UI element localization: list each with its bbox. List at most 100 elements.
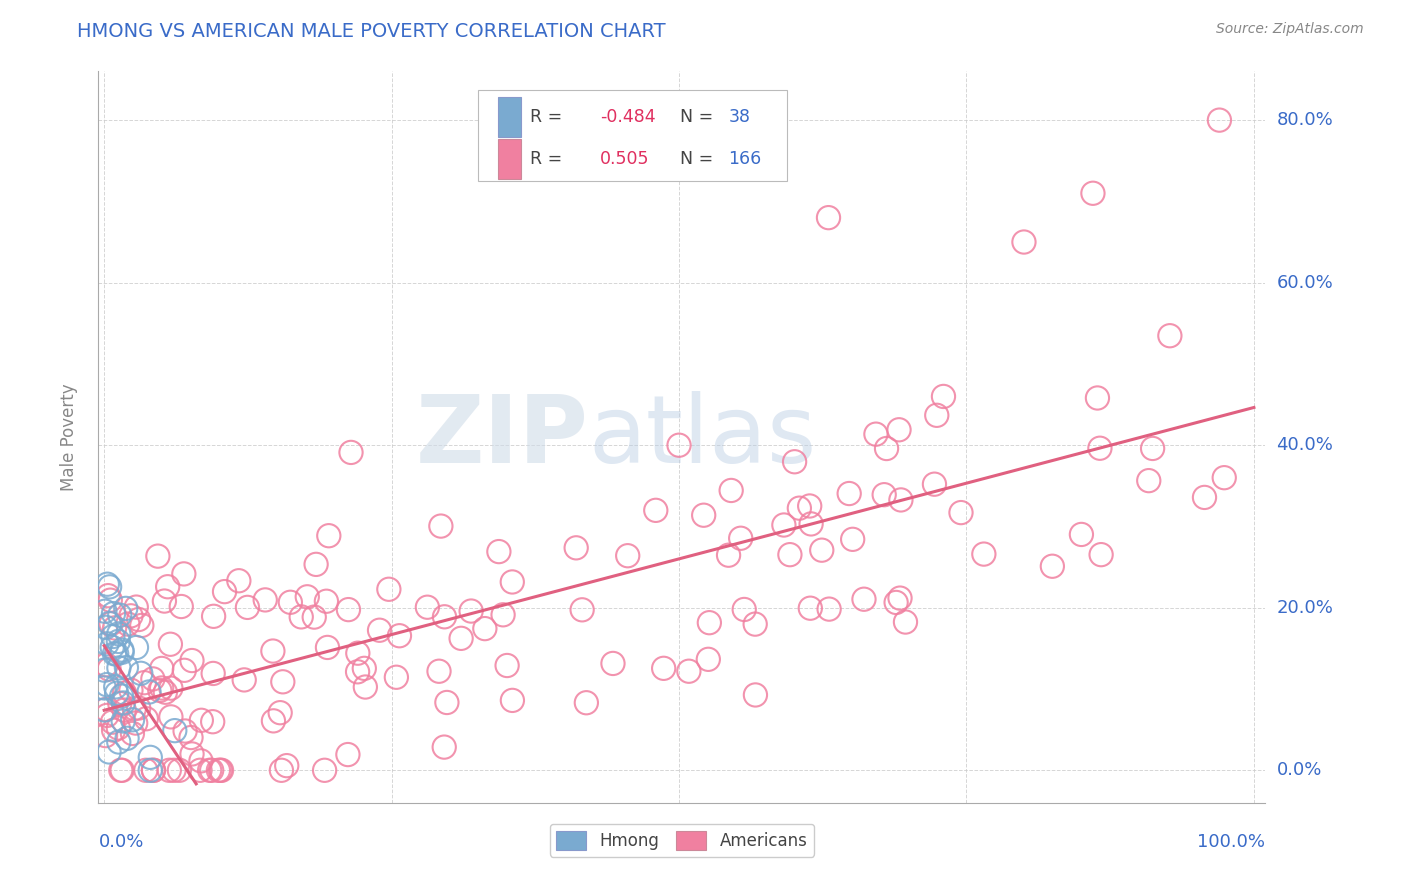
Point	[105, 647, 128, 661]
Text: 0.0%: 0.0%	[1277, 761, 1322, 780]
Point	[852, 592, 875, 607]
Point	[115, 731, 138, 746]
Point	[96, 577, 118, 591]
Point	[156, 580, 179, 594]
Point	[236, 600, 259, 615]
Point	[924, 477, 946, 491]
Point	[153, 594, 176, 608]
Point	[228, 574, 250, 588]
Point	[340, 445, 363, 459]
Point	[94, 729, 117, 743]
Point	[160, 681, 183, 695]
Point	[773, 518, 796, 533]
Point	[155, 685, 177, 699]
Point	[138, 685, 160, 699]
Point	[1081, 186, 1104, 201]
Point	[699, 615, 721, 630]
Point	[427, 665, 450, 679]
Point	[865, 427, 887, 442]
Point	[346, 646, 368, 660]
Point	[353, 661, 375, 675]
Point	[789, 501, 811, 516]
Text: ZIP: ZIP	[416, 391, 589, 483]
Point	[668, 438, 690, 452]
Point	[890, 492, 912, 507]
Point	[1137, 474, 1160, 488]
Point	[94, 702, 117, 716]
Point	[134, 675, 156, 690]
Point	[388, 629, 411, 643]
Text: 60.0%: 60.0%	[1277, 274, 1333, 292]
Point	[1088, 442, 1111, 456]
Point	[838, 486, 860, 500]
Point	[602, 657, 624, 671]
Point	[889, 591, 911, 606]
Point	[799, 499, 821, 513]
Point	[314, 764, 336, 778]
Point	[501, 574, 523, 589]
Point	[817, 211, 839, 225]
Point	[120, 683, 142, 698]
Point	[884, 595, 907, 609]
Point	[98, 616, 121, 631]
Point	[150, 661, 173, 675]
Point	[318, 529, 340, 543]
Point	[496, 658, 519, 673]
Point	[302, 610, 325, 624]
Point	[128, 701, 150, 715]
Point	[150, 681, 173, 695]
Point	[214, 584, 236, 599]
Point	[932, 389, 955, 403]
Point	[800, 516, 823, 531]
Point	[616, 549, 638, 563]
Point	[93, 681, 115, 695]
Point	[125, 640, 148, 655]
FancyBboxPatch shape	[498, 96, 520, 137]
Point	[159, 637, 181, 651]
Point	[202, 666, 225, 681]
Point	[336, 747, 359, 762]
Point	[744, 617, 766, 632]
Point	[181, 747, 204, 761]
Text: atlas: atlas	[589, 391, 817, 483]
Point	[125, 716, 148, 731]
Text: 0.505: 0.505	[600, 150, 650, 168]
Point	[107, 627, 129, 641]
Point	[1087, 391, 1109, 405]
Point	[101, 715, 124, 730]
Point	[114, 601, 136, 615]
Point	[873, 488, 896, 502]
Point	[305, 558, 328, 572]
Point	[290, 610, 312, 624]
Point	[887, 423, 910, 437]
Text: 100.0%: 100.0%	[1198, 833, 1265, 851]
Point	[111, 643, 134, 657]
Point	[98, 580, 121, 594]
Point	[894, 615, 917, 629]
Point	[96, 678, 118, 692]
Point	[652, 661, 675, 675]
Point	[135, 764, 157, 778]
Point	[98, 662, 121, 676]
Point	[254, 593, 277, 607]
Point	[1070, 527, 1092, 541]
Point	[108, 661, 131, 675]
Point	[876, 442, 898, 456]
Text: Source: ZipAtlas.com: Source: ZipAtlas.com	[1216, 22, 1364, 37]
Point	[262, 714, 284, 728]
Point	[717, 548, 740, 562]
Text: 40.0%: 40.0%	[1277, 436, 1333, 454]
FancyBboxPatch shape	[478, 90, 787, 181]
Point	[697, 652, 720, 666]
Text: -0.484: -0.484	[600, 108, 655, 126]
Point	[104, 621, 127, 635]
Y-axis label: Male Poverty: Male Poverty	[59, 384, 77, 491]
Point	[124, 701, 146, 715]
Point	[315, 594, 337, 608]
Point	[163, 723, 186, 738]
Point	[1213, 471, 1236, 485]
Point	[783, 455, 806, 469]
Point	[378, 582, 401, 597]
Point	[115, 660, 138, 674]
Point	[157, 764, 180, 778]
